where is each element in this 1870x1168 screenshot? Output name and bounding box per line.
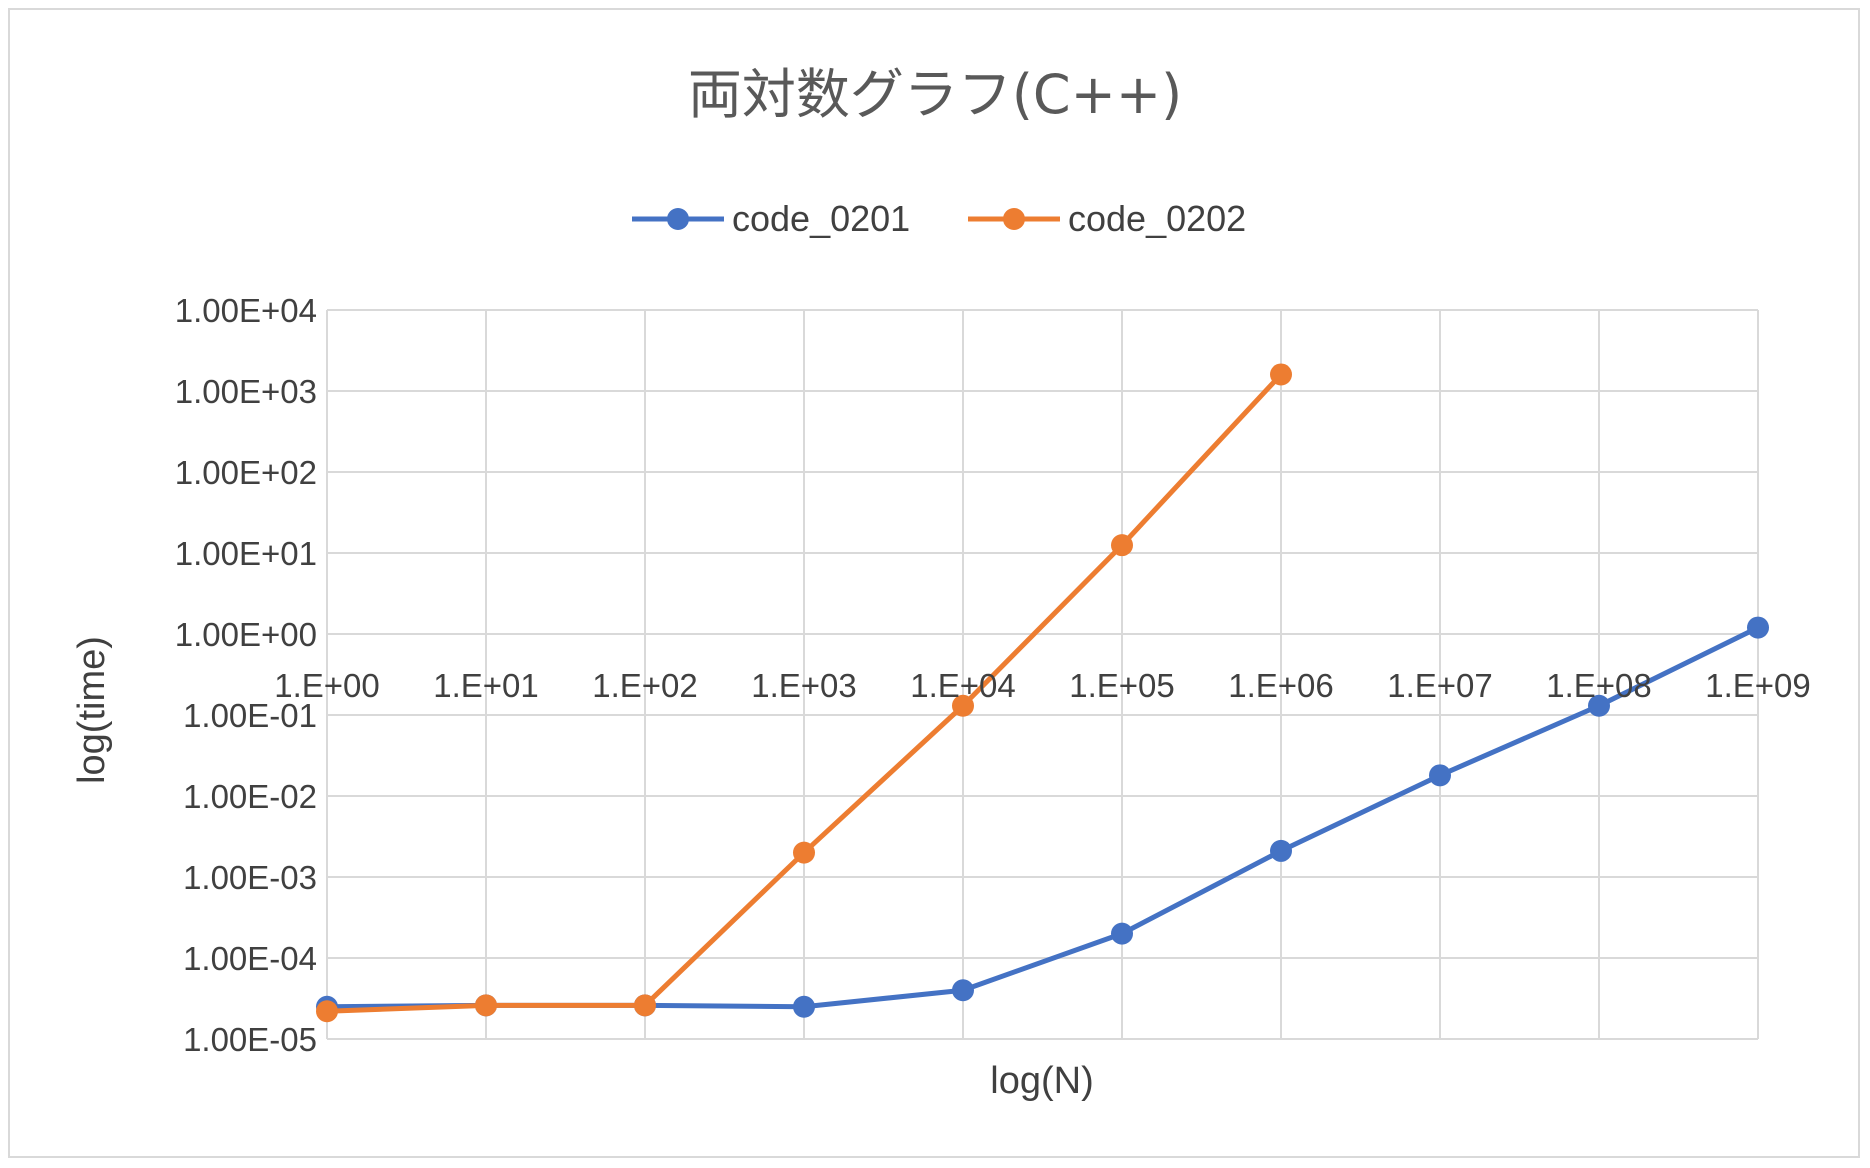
x-tick-label: 1.E+08 (1546, 667, 1652, 704)
y-tick-label: 1.00E+03 (175, 373, 317, 410)
data-point (952, 979, 974, 1002)
x-tick-label: 1.E+00 (274, 667, 380, 704)
data-point (1111, 922, 1133, 945)
data-point (634, 994, 656, 1017)
x-tick-label: 1.E+09 (1705, 667, 1811, 704)
y-tick-label: 1.00E-01 (183, 697, 317, 734)
legend-item: code_0202 (968, 198, 1246, 239)
data-point (1270, 839, 1292, 862)
y-tick-label: 1.00E-05 (183, 1021, 317, 1058)
legend-item: code_0201 (632, 198, 910, 239)
x-tick-label: 1.E+03 (751, 667, 857, 704)
x-tick-label: 1.E+02 (592, 667, 698, 704)
chart-title: 両対数グラフ(C++) (688, 63, 1182, 126)
data-point (1429, 764, 1451, 787)
y-tick-label: 1.00E+04 (175, 292, 317, 329)
y-tick-label: 1.00E-03 (183, 859, 317, 896)
data-point (793, 841, 815, 864)
data-point (793, 995, 815, 1018)
y-tick-label: 1.00E+02 (175, 454, 317, 491)
y-axis-tick-labels: 1.00E-05 1.00E-04 1.00E-03 1.00E-02 1.00E-01… (175, 292, 317, 1058)
y-tick-label: 1.00E+00 (175, 616, 317, 653)
legend: code_0201 code_0202 (632, 198, 1246, 239)
series-line (326, 625, 1760, 1010)
data-point (1270, 363, 1292, 386)
chart-frame (8, 8, 1860, 1158)
x-axis-tick-labels: 1.E+00 1.E+01 1.E+02 1.E+03 1.E+04 1.E+05 1.E+… (274, 667, 1811, 704)
legend-label: code_0202 (1068, 198, 1246, 239)
legend-marker (1003, 208, 1025, 230)
data-point (316, 1000, 338, 1023)
y-axis-title: log(time) (71, 636, 113, 784)
y-tick-label: 1.00E+01 (175, 535, 317, 572)
gridlines (326, 309, 1759, 1040)
series-code_0202 (316, 363, 1292, 1023)
x-axis-title: log(N) (990, 1060, 1093, 1102)
data-point (475, 994, 497, 1017)
data-point (952, 694, 974, 717)
x-tick-label: 1.E+06 (1228, 667, 1334, 704)
x-tick-label: 1.E+01 (433, 667, 539, 704)
y-tick-label: 1.00E-02 (183, 778, 317, 815)
data-point (1588, 694, 1610, 717)
x-tick-label: 1.E+04 (910, 667, 1016, 704)
legend-marker (667, 208, 689, 230)
x-tick-label: 1.E+05 (1069, 667, 1175, 704)
series-layer (316, 363, 1769, 1023)
x-tick-label: 1.E+07 (1387, 667, 1493, 704)
data-point (1747, 616, 1769, 639)
data-point (1111, 534, 1133, 557)
y-tick-label: 1.00E-04 (183, 940, 317, 977)
legend-label: code_0201 (732, 198, 910, 239)
